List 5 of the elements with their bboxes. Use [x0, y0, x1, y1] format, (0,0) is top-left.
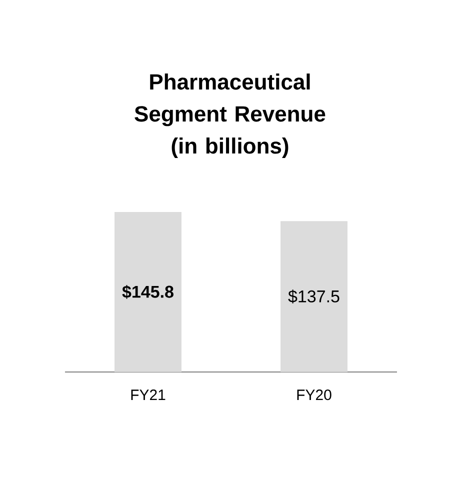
data-label: $145.8 [122, 285, 174, 299]
chart-title: Pharmaceutical Segment Revenue (in billions) [134, 74, 326, 158]
x-tick-label: FY21 [131, 390, 166, 400]
x-tick-label: FY20 [297, 390, 332, 400]
data-label: $137.5 [288, 290, 340, 304]
